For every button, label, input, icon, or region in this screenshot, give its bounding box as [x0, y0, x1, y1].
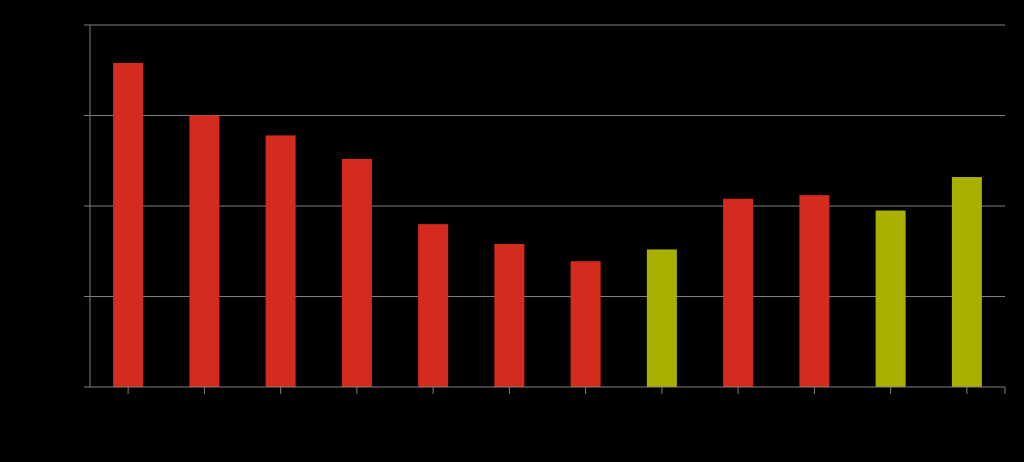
bar-3 [265, 135, 296, 387]
bar-12 [951, 177, 982, 387]
axes [84, 24, 1006, 394]
bar-10 [799, 195, 830, 387]
bar-7 [570, 261, 601, 387]
bars [113, 63, 982, 387]
bar-8 [646, 249, 677, 387]
gridlines [90, 24, 1005, 297]
bar-5 [418, 224, 449, 387]
bar-1 [113, 63, 144, 387]
bar-9 [723, 198, 754, 387]
bar-4 [341, 158, 372, 387]
bar-2 [189, 115, 220, 387]
bar-6 [494, 244, 525, 387]
bar-11 [875, 210, 906, 387]
